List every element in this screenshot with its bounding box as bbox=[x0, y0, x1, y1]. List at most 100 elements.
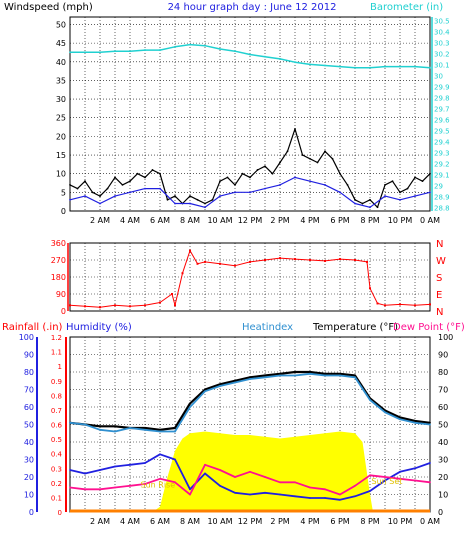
barometer-tick-label: 29.2 bbox=[434, 161, 450, 169]
wind-speed-point bbox=[69, 198, 71, 201]
wind-speed-point bbox=[219, 195, 221, 197]
rainfall-tick-label: 1 bbox=[58, 363, 62, 371]
wind-direction-point bbox=[171, 293, 173, 295]
direction-degree-label: 360 bbox=[51, 239, 66, 248]
heatindex-point bbox=[309, 372, 311, 375]
wind-direction-point bbox=[99, 306, 101, 309]
barometer-tick-label: 29.1 bbox=[434, 172, 450, 180]
wind-gust-point bbox=[189, 195, 191, 197]
barometer-in-point bbox=[174, 45, 176, 48]
time-tick-label: 12 PM bbox=[238, 517, 263, 526]
compass-label: W bbox=[436, 256, 446, 267]
time-tick-label: 8 PM bbox=[360, 216, 379, 225]
humidity-tick-label: 30 bbox=[24, 456, 34, 465]
heatindex-point bbox=[144, 428, 146, 431]
wind-gust-point bbox=[226, 176, 229, 179]
temperature-f-point bbox=[114, 425, 116, 428]
time-tick-label: 12 PM bbox=[238, 216, 263, 225]
barometer-in-point bbox=[189, 43, 191, 46]
rainfall-tick-label: 0.9 bbox=[51, 378, 62, 386]
temperature-f-point bbox=[399, 416, 401, 419]
wind-speed-point bbox=[144, 187, 146, 190]
windspeed-tick-label: 35 bbox=[56, 76, 66, 85]
dew-point-f-point bbox=[204, 463, 206, 466]
humidity-point bbox=[84, 472, 86, 475]
time-tick-label: 8 AM bbox=[180, 517, 200, 526]
wind-gust-point bbox=[151, 169, 154, 171]
wind-speed-point bbox=[174, 202, 176, 205]
dew-point-f-point bbox=[324, 488, 326, 491]
temperature-tick-label: 20 bbox=[438, 473, 448, 482]
rainfall-tick-label: 0.6 bbox=[51, 422, 63, 430]
heatindex-point bbox=[249, 378, 251, 380]
wind-gust-point bbox=[264, 165, 266, 168]
wind-gust-point bbox=[279, 161, 281, 164]
dew-point-f-point bbox=[249, 470, 251, 473]
windspeed-tick-label: 40 bbox=[56, 58, 66, 67]
barometer-in-point bbox=[429, 66, 431, 69]
humidity-tick-label: 100 bbox=[19, 333, 34, 342]
wind-speed-point bbox=[99, 202, 101, 205]
temperature-f-point bbox=[219, 383, 221, 386]
wind-direction-point bbox=[294, 258, 296, 261]
wind-direction-point bbox=[234, 264, 236, 267]
temperature-f-point bbox=[234, 379, 236, 382]
wind-speed-point bbox=[249, 191, 251, 194]
wind-gust-point bbox=[196, 198, 199, 201]
heatindex-point bbox=[384, 411, 386, 414]
temperature-tick-label: 30 bbox=[438, 456, 448, 465]
humidity-point bbox=[189, 488, 191, 491]
wind-speed-point bbox=[369, 206, 371, 209]
humidity-point bbox=[114, 465, 116, 468]
barometer-in-point bbox=[204, 44, 206, 47]
wind-direction-point bbox=[309, 259, 311, 261]
temperature-f-point bbox=[339, 372, 341, 375]
humidity-tick-label: 60 bbox=[24, 403, 34, 412]
humidity-tick-label: 0 bbox=[29, 508, 34, 517]
temperature-f-point bbox=[249, 376, 251, 379]
direction-degree-label: 180 bbox=[51, 273, 66, 282]
dew-point-f-point bbox=[399, 477, 401, 480]
dew-point-f-point bbox=[279, 481, 281, 484]
windspeed-tick-label: 0 bbox=[61, 207, 66, 216]
rainfall-tick-label: 1.2 bbox=[51, 334, 62, 342]
barometer-in-point bbox=[219, 48, 221, 50]
temperature-tick-label: 70 bbox=[438, 386, 448, 395]
wind-direction-point bbox=[354, 259, 356, 261]
wind-direction-point bbox=[204, 260, 206, 263]
humidity-point bbox=[294, 495, 296, 498]
heatindex-point bbox=[429, 423, 431, 426]
barometer-in-point bbox=[294, 61, 296, 64]
wind-direction-point bbox=[129, 305, 131, 308]
rainfall-tick-label: 0.5 bbox=[51, 436, 62, 444]
temperature-f-point bbox=[354, 374, 356, 377]
windspeed-axis-label: Windspeed (mph) bbox=[4, 2, 93, 13]
rainfall-tick-label: 0.2 bbox=[51, 480, 62, 488]
barometer-tick-label: 30.5 bbox=[434, 17, 450, 25]
barometer-tick-label: 28.9 bbox=[434, 194, 450, 202]
wind-gust-point bbox=[346, 183, 349, 186]
wind-speed-point bbox=[189, 202, 191, 205]
dew-point-f-point bbox=[309, 486, 311, 489]
time-tick-label: 2 AM bbox=[90, 216, 110, 225]
wind-gust-point bbox=[361, 202, 364, 205]
wind-gust-point bbox=[369, 198, 371, 201]
wind-direction-point bbox=[414, 304, 416, 307]
dew-point-f-point bbox=[294, 481, 296, 484]
wind-direction-point bbox=[384, 304, 386, 307]
heatindex-point bbox=[414, 421, 416, 424]
temperature-tick-label: 40 bbox=[438, 438, 448, 447]
wind-speed-point bbox=[114, 195, 116, 197]
time-tick-label: 6 AM bbox=[150, 216, 170, 225]
barometer-axis-label: Barometer (in) bbox=[370, 2, 443, 13]
temperature-tick-label: 0 bbox=[438, 508, 443, 517]
humidity-tick-label: 90 bbox=[24, 351, 34, 360]
barometer-in-point bbox=[144, 49, 146, 51]
rainfall-axis-label: Rainfall (.in) bbox=[2, 322, 63, 333]
temperature-f-point bbox=[99, 425, 101, 428]
barometer-tick-label: 30.4 bbox=[434, 28, 450, 36]
barometer-in-point bbox=[369, 66, 371, 69]
wind-direction-point bbox=[376, 302, 379, 305]
wind-speed-point bbox=[234, 191, 236, 194]
